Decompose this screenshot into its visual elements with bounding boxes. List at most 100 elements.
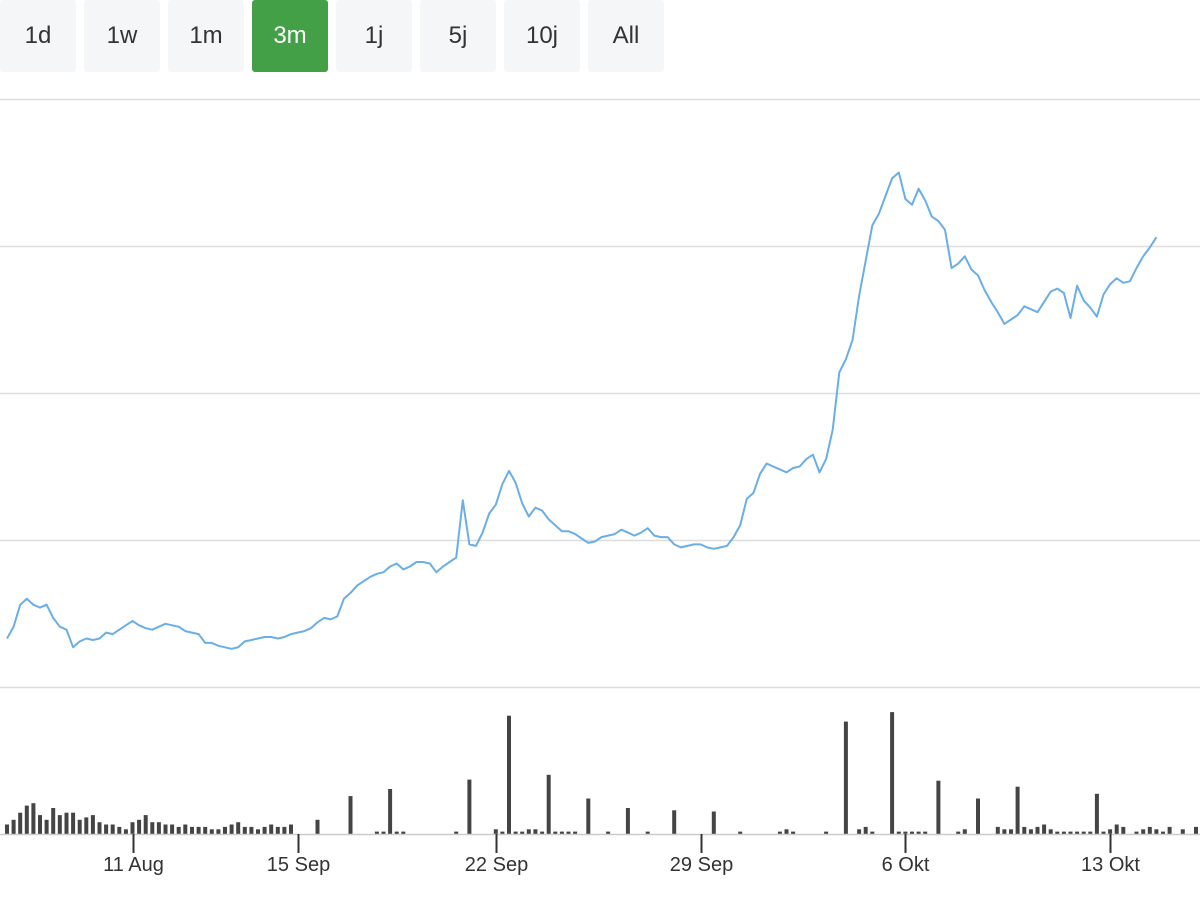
range-tab-10j[interactable]: 10j: [504, 0, 580, 72]
volume-bar: [791, 831, 796, 834]
volume-bar: [526, 829, 531, 834]
volume-bar: [910, 831, 914, 834]
volume-bar: [573, 831, 578, 834]
volume-bar: [672, 810, 677, 834]
range-tab-1d[interactable]: 1d: [0, 0, 76, 72]
volume-bar: [1042, 824, 1047, 834]
volume-bar: [995, 826, 1000, 834]
volume-bar: [31, 803, 36, 834]
volume-bar: [711, 811, 716, 834]
volume-bar: [857, 829, 862, 834]
volume-bar: [896, 831, 901, 834]
volume-bar: [540, 831, 545, 834]
volume-bar: [507, 715, 511, 834]
volume-bar: [546, 774, 551, 834]
volume-bar: [374, 831, 379, 834]
volume-bar: [493, 829, 498, 834]
volume-bar: [269, 824, 274, 834]
price-line: [6, 171, 1158, 650]
volume-bar: [401, 831, 406, 834]
volume-bar: [57, 815, 62, 834]
range-tab-bar: 1d 1w 1m 3m 1j 5j 10j All: [0, 0, 672, 72]
volume-bar: [1055, 831, 1060, 834]
range-tab-5j[interactable]: 5j: [420, 0, 496, 72]
volume-bar: [18, 812, 23, 834]
volume-bars: [5, 712, 1198, 834]
volume-bar: [137, 819, 142, 834]
volume-bar: [777, 831, 782, 834]
volume-bar: [110, 824, 115, 834]
volume-bar: [1028, 829, 1033, 834]
volume-bar: [394, 831, 399, 834]
volume-bar: [903, 831, 908, 834]
volume-bar: [645, 831, 650, 834]
range-tab-1m[interactable]: 1m: [168, 0, 244, 72]
volume-bar: [38, 815, 42, 834]
volume-bar: [1180, 829, 1185, 834]
volume-bar: [1121, 826, 1126, 834]
volume-bar: [236, 822, 241, 834]
volume-bar: [566, 831, 571, 834]
volume-bar: [156, 822, 161, 834]
range-tab-3m[interactable]: 3m: [252, 0, 328, 72]
volume-bar: [289, 824, 293, 834]
volume-bar: [242, 826, 247, 834]
volume-bar: [454, 831, 459, 834]
volume-bar: [1015, 786, 1020, 834]
volume-bar: [738, 831, 743, 834]
volume-bar: [843, 721, 848, 834]
volume-bar: [586, 798, 591, 834]
volume-bar: [176, 826, 181, 834]
volume-bar: [249, 826, 254, 834]
volume-bar: [1147, 826, 1152, 834]
volume-bar: [71, 812, 76, 834]
volume-bar: [962, 829, 967, 834]
volume-bar: [625, 808, 630, 834]
volume-bar: [170, 824, 175, 834]
volume-bar: [784, 829, 789, 834]
volume-bar: [1167, 826, 1172, 834]
volume-bar: [5, 824, 9, 834]
volume-bar: [262, 826, 267, 834]
volume-bar: [1114, 824, 1119, 834]
volume-bar: [190, 826, 194, 834]
volume-bar: [1088, 831, 1093, 834]
volume-bar: [77, 819, 82, 834]
volume-bar: [123, 829, 128, 834]
volume-bar: [1061, 831, 1066, 834]
volume-bar: [916, 831, 921, 834]
x-tick-label: 11 Aug: [103, 854, 164, 876]
volume-bar: [1068, 831, 1073, 834]
volume-bar: [130, 822, 135, 834]
volume-bar: [11, 819, 16, 834]
volume-bar: [51, 808, 56, 834]
range-tab-1j[interactable]: 1j: [336, 0, 412, 72]
volume-bar: [956, 831, 961, 834]
volume-bar: [203, 826, 208, 834]
volume-bar: [1134, 831, 1139, 834]
volume-bar: [1081, 831, 1086, 834]
price-series: [6, 171, 1158, 650]
volume-bar: [388, 789, 393, 834]
volume-bar: [143, 815, 148, 834]
x-axis: 11 Aug 15 Sep 22 Sep 29 Sep 6 Okt 13 Okt: [0, 833, 1200, 876]
range-tab-all[interactable]: All: [588, 0, 664, 72]
volume-bar: [553, 831, 558, 834]
volume-bar: [275, 826, 280, 834]
volume-bar: [1161, 831, 1165, 834]
volume-bar: [1022, 826, 1027, 834]
range-tab-1w[interactable]: 1w: [84, 0, 160, 72]
volume-bar: [500, 831, 505, 834]
volume-bar: [559, 831, 564, 834]
volume-bar: [282, 826, 287, 834]
volume-bar: [824, 831, 829, 834]
volume-bar: [606, 831, 611, 834]
volume-bar: [163, 824, 168, 834]
volume-bar: [520, 831, 525, 834]
volume-bar: [1154, 829, 1159, 834]
volume-bar: [97, 822, 102, 834]
volume-bar: [1141, 829, 1146, 834]
volume-bar: [976, 798, 980, 834]
volume-bar: [183, 824, 188, 834]
